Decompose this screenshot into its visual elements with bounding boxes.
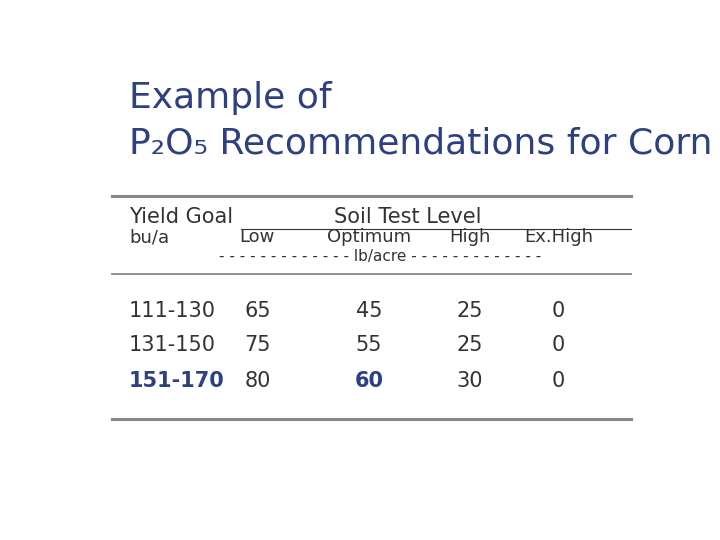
Text: bu/a: bu/a (129, 228, 169, 246)
Text: 111-130: 111-130 (129, 301, 216, 321)
Text: Soil Test Level: Soil Test Level (334, 207, 482, 227)
Text: 0: 0 (552, 371, 565, 391)
Text: 25: 25 (456, 335, 482, 355)
Text: Yield Goal: Yield Goal (129, 207, 233, 227)
Text: Ex.High: Ex.High (524, 228, 593, 246)
Text: 65: 65 (244, 301, 271, 321)
Text: 80: 80 (244, 371, 271, 391)
Text: 0: 0 (552, 301, 565, 321)
Text: 55: 55 (356, 335, 382, 355)
Text: - - - - - - - - - - - - - lb/acre - - - - - - - - - - - - -: - - - - - - - - - - - - - lb/acre - - - … (219, 249, 541, 265)
Text: P₂O₅ Recommendations for Corn: P₂O₅ Recommendations for Corn (129, 126, 713, 160)
Text: 45: 45 (356, 301, 382, 321)
Text: 75: 75 (244, 335, 271, 355)
Text: Optimum: Optimum (327, 228, 411, 246)
Text: 60: 60 (354, 371, 384, 391)
Text: 0: 0 (552, 335, 565, 355)
Text: High: High (449, 228, 490, 246)
Text: Example of: Example of (129, 80, 332, 114)
Text: 25: 25 (456, 301, 482, 321)
Text: 30: 30 (456, 371, 482, 391)
Text: 131-150: 131-150 (129, 335, 216, 355)
Text: 151-170: 151-170 (129, 371, 225, 391)
Text: Low: Low (240, 228, 275, 246)
